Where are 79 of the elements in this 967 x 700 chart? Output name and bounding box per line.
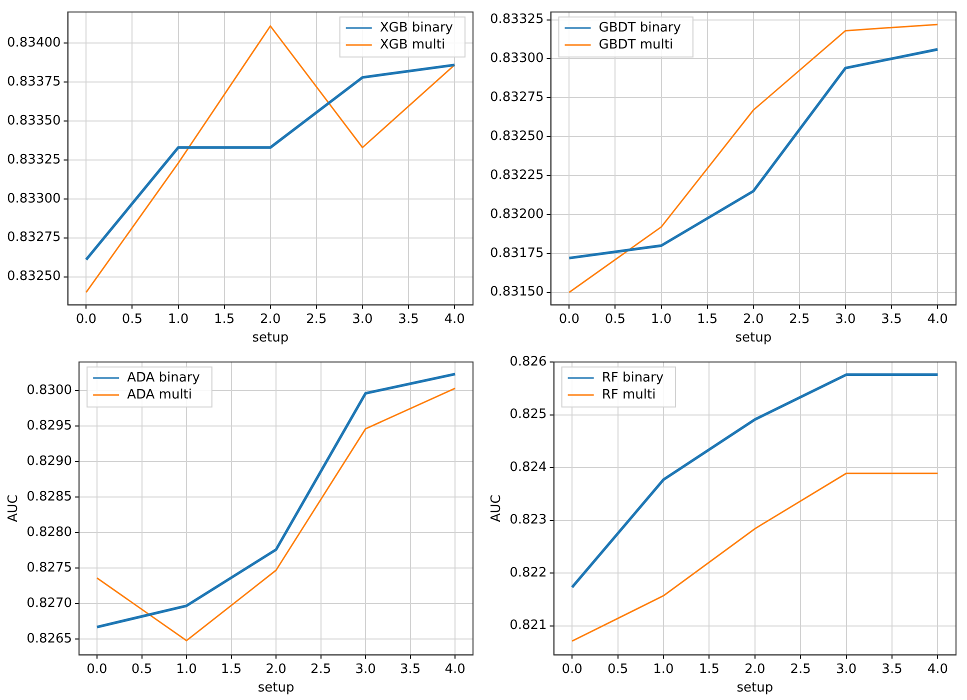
y-tick-label: 0.823 (510, 512, 547, 528)
x-tick-label: 2.5 (306, 312, 327, 327)
y-tick-label: 0.83350 (6, 113, 61, 128)
x-tick-label: 3.0 (836, 662, 857, 677)
x-tick-label: 3.0 (835, 312, 856, 327)
legend-label: ADA binary (127, 370, 200, 386)
x-tick-label: 1.0 (176, 662, 197, 677)
y-tick-label: 0.83225 (490, 168, 544, 183)
y-tick-label: 0.83400 (6, 36, 61, 51)
y-tick-label: 0.83325 (490, 12, 544, 28)
x-tick-label: 2.0 (260, 312, 281, 327)
y-tick-label: 0.83250 (490, 128, 544, 144)
legend-label: RF binary (602, 370, 664, 386)
x-tick-label: 4.0 (927, 312, 948, 327)
x-axis-title: setup (735, 330, 772, 346)
y-tick-label: 0.8265 (26, 632, 72, 647)
x-tick-label: 2.0 (744, 662, 766, 677)
y-tick-label: 0.83150 (490, 284, 544, 300)
y-axis-title: AUC (489, 494, 504, 522)
x-axis-title: setup (252, 330, 289, 346)
x-tick-label: 1.5 (220, 662, 242, 677)
y-tick-label: 0.83325 (6, 152, 61, 168)
legend-label: RF multi (602, 387, 656, 402)
x-tick-label: 0.0 (76, 312, 97, 327)
y-tick-label: 0.824 (510, 460, 547, 475)
x-tick-label: 1.5 (698, 662, 720, 677)
x-tick-label: 2.5 (310, 662, 332, 677)
x-tick-label: 4.0 (444, 662, 466, 677)
y-tick-label: 0.83250 (6, 269, 61, 284)
x-tick-label: 2.0 (743, 312, 764, 327)
y-tick-label: 0.83300 (490, 51, 544, 66)
x-tick-label: 2.0 (266, 662, 286, 677)
y-tick-label: 0.8285 (26, 489, 72, 504)
legend-label: GBDT multi (598, 37, 674, 52)
x-tick-label: 0.5 (604, 312, 626, 327)
x-tick-label: 4.0 (927, 662, 948, 677)
x-tick-label: 3.5 (882, 662, 902, 677)
x-tick-label: 3.5 (881, 312, 902, 327)
x-tick-label: 3.5 (400, 662, 421, 677)
x-tick-label: 3.0 (355, 662, 376, 677)
x-tick-label: 2.5 (789, 312, 810, 327)
y-tick-label: 0.83200 (490, 206, 544, 222)
x-tick-label: 1.0 (650, 312, 672, 327)
y-tick-label: 0.8295 (26, 418, 72, 434)
x-tick-label: 1.5 (696, 312, 718, 327)
legend-label: XGB binary (380, 20, 454, 36)
y-tick-label: 0.8270 (26, 596, 72, 612)
x-axis-title: setup (736, 680, 774, 696)
x-tick-label: 1.5 (214, 312, 235, 327)
legend-label: GBDT binary (598, 20, 682, 36)
x-tick-label: 0.0 (558, 312, 580, 327)
y-tick-label: 0.83175 (490, 246, 544, 261)
y-tick-label: 0.822 (510, 565, 547, 580)
x-tick-label: 4.0 (444, 312, 465, 327)
y-tick-label: 0.83300 (6, 191, 61, 206)
y-tick-label: 0.8290 (26, 454, 72, 469)
y-tick-label: 0.8300 (26, 382, 72, 398)
x-tick-label: 0.0 (562, 662, 582, 677)
legend-label: ADA multi (127, 387, 192, 402)
y-tick-label: 0.83275 (490, 90, 544, 106)
y-tick-label: 0.83375 (6, 74, 61, 90)
x-tick-label: 2.5 (790, 662, 811, 677)
y-tick-label: 0.83275 (6, 230, 61, 246)
x-tick-label: 1.0 (168, 312, 189, 327)
x-tick-label: 1.0 (653, 662, 674, 677)
x-tick-label: 0.5 (131, 662, 152, 677)
y-tick-label: 0.8280 (26, 524, 72, 540)
legend-label: XGB multi (380, 37, 446, 52)
x-tick-label: 0.5 (122, 312, 143, 327)
y-axis-title: AUC (6, 494, 22, 522)
y-tick-label: 0.826 (510, 354, 547, 370)
x-tick-label: 3.5 (398, 312, 419, 327)
x-axis-title: setup (258, 680, 294, 696)
y-tick-label: 0.825 (510, 407, 547, 422)
x-tick-label: 0.0 (86, 662, 108, 677)
y-tick-label: 0.8275 (26, 560, 72, 576)
y-tick-label: 0.821 (510, 618, 547, 634)
x-tick-label: 0.5 (607, 662, 628, 677)
x-tick-label: 3.0 (352, 312, 373, 327)
